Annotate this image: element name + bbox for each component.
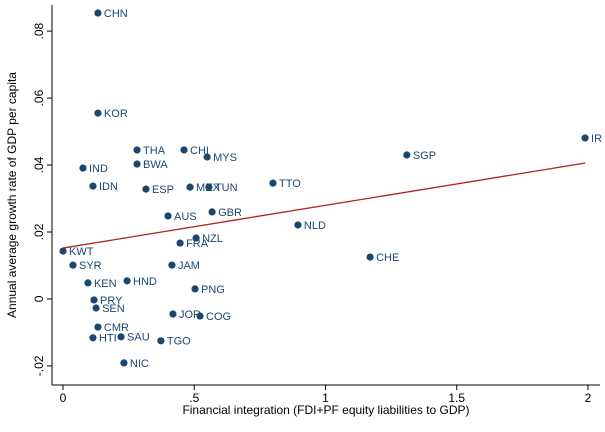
y-axis-title: Annual average growth rate of GDP per ca…	[5, 72, 19, 318]
point	[117, 333, 125, 341]
point-label: IDN	[99, 181, 118, 193]
point-label: NIC	[130, 358, 149, 370]
point	[203, 153, 211, 161]
y-tick-label: -.02	[32, 355, 46, 376]
point	[196, 312, 204, 320]
point	[403, 151, 411, 159]
point	[581, 134, 589, 142]
point	[176, 239, 184, 247]
point-label: CMR	[104, 322, 129, 334]
x-tick-label: 1	[322, 391, 329, 405]
point	[180, 146, 188, 154]
point-label: NZL	[202, 233, 223, 245]
point-label: SAU	[127, 332, 150, 344]
point	[269, 179, 277, 187]
point	[90, 296, 98, 304]
point-label: ESP	[152, 184, 174, 196]
point-label: TGO	[167, 336, 191, 348]
point	[169, 310, 177, 318]
y-tick-label: .06	[32, 89, 46, 106]
point-label: NLD	[304, 220, 326, 232]
point	[133, 146, 141, 154]
y-tick-label: .02	[32, 223, 46, 240]
point-label: IR	[591, 133, 602, 145]
point-label: KEN	[94, 278, 117, 290]
point	[92, 304, 100, 312]
point-label: KOR	[104, 108, 128, 120]
x-tick-label: 0	[60, 391, 67, 405]
point	[142, 185, 150, 193]
point-label: HTI	[99, 333, 117, 345]
point	[94, 109, 102, 117]
point-label: THA	[143, 145, 166, 157]
point	[89, 182, 97, 190]
point-label: COG	[206, 311, 231, 323]
point-label: PNG	[201, 284, 225, 296]
point-label: HND	[133, 276, 157, 288]
point-label: TUN	[215, 182, 238, 194]
point	[89, 334, 97, 342]
point	[79, 164, 87, 172]
y-tick-label: .08	[32, 22, 46, 39]
x-tick-label: 1.5	[448, 391, 465, 405]
point-label: JOR	[179, 309, 201, 321]
point	[59, 247, 67, 255]
point	[164, 212, 172, 220]
point-label: GBR	[218, 207, 242, 219]
x-axis-title: Financial integration (FDI+PF equity lia…	[182, 403, 469, 417]
point-label: TTO	[279, 178, 301, 190]
point-label: AUS	[174, 211, 197, 223]
point-label: BWA	[143, 159, 168, 171]
point-label: CHN	[104, 8, 128, 20]
point-label: SEN	[102, 303, 125, 315]
point-label: PRY	[100, 295, 123, 307]
point-label: JAM	[178, 260, 200, 272]
point-label: KWT	[69, 246, 94, 258]
point	[294, 221, 302, 229]
point	[208, 208, 216, 216]
point	[94, 9, 102, 17]
y-tick-label: .04	[32, 156, 46, 173]
point	[192, 234, 200, 242]
point	[157, 337, 165, 345]
point-label: SYR	[79, 260, 102, 272]
point	[168, 261, 176, 269]
point-label: SGP	[413, 150, 436, 162]
point	[191, 285, 199, 293]
point-label: MYS	[213, 152, 237, 164]
x-tick-label: 2	[585, 391, 592, 405]
point	[186, 183, 194, 191]
point	[94, 323, 102, 331]
point	[205, 183, 213, 191]
point	[84, 279, 92, 287]
point	[366, 253, 374, 261]
point-label: IND	[89, 163, 108, 175]
point	[123, 277, 131, 285]
point	[120, 359, 128, 367]
fit-line	[62, 162, 586, 249]
point	[133, 160, 141, 168]
y-tick-label: 0	[32, 295, 46, 302]
point-label: CHI	[190, 145, 209, 157]
point	[69, 261, 77, 269]
point-label: CHE	[376, 252, 399, 264]
point-label: FRA	[186, 238, 209, 250]
x-tick-label: .5	[189, 391, 199, 405]
